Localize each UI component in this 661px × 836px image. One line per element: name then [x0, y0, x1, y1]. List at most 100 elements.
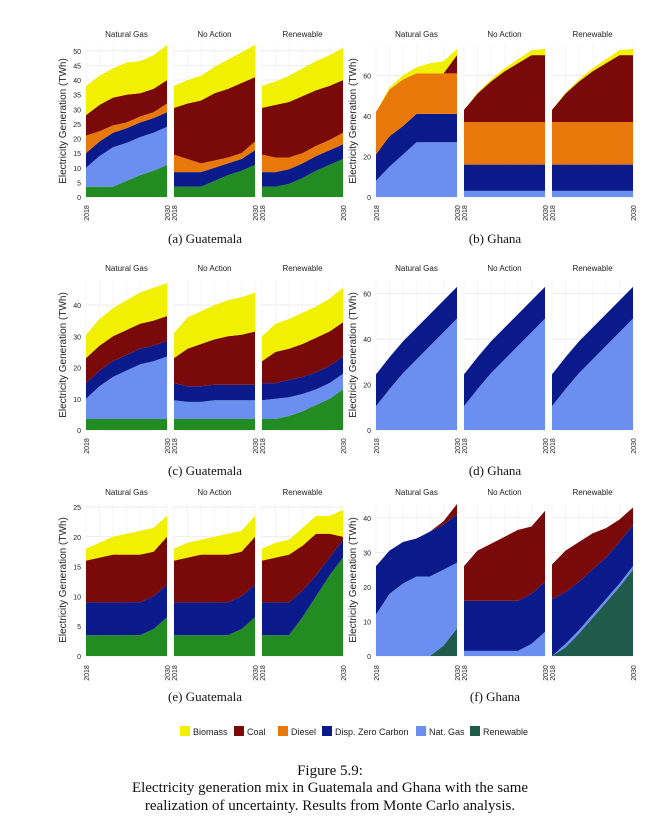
x-tick-label: 2018 — [172, 438, 179, 454]
subfigure-caption: (f) Ghana — [470, 689, 520, 704]
legend-swatch — [470, 726, 480, 736]
facet-title: No Action — [487, 488, 521, 497]
area-nat-gas — [376, 142, 457, 197]
area-disp-zero-carbon — [174, 584, 255, 636]
facet-no-action: No Action 2018 2030 — [172, 264, 260, 454]
area-nat-gas — [262, 373, 343, 420]
area-disp-zero-carbon — [552, 286, 633, 407]
facet-no-action: No Action 2018 2030 — [172, 30, 260, 221]
area-nat-gas — [376, 562, 457, 656]
legend-swatch — [234, 726, 244, 736]
x-tick-label: 2018 — [172, 205, 179, 221]
facet-no-action: No Action 2018 2030 — [462, 264, 550, 454]
facet-no-action: No Action 2018 2030 — [462, 30, 550, 221]
y-tick-label: 0 — [367, 195, 371, 202]
x-tick-label: 2030 — [455, 205, 462, 221]
area-diesel — [174, 141, 255, 173]
area-biomass — [86, 515, 167, 561]
facet-title: Renewable — [282, 264, 323, 273]
x-tick-label: 2030 — [455, 665, 462, 681]
x-tick-label: 2018 — [260, 205, 267, 221]
area-renewable — [86, 164, 167, 197]
x-tick-label: 2018 — [84, 438, 91, 454]
y-tick-label: 0 — [367, 428, 371, 435]
facet-title: Natural Gas — [105, 30, 148, 39]
facet-title: Natural Gas — [105, 264, 148, 273]
facet-natural-gas: Natural Gas 2018 2030 — [374, 488, 462, 681]
legend-label: Disp. Zero Carbon — [335, 727, 409, 737]
area-diesel — [262, 132, 343, 173]
chart-panel-6: Electricity Generation (TWh)010203040Nat… — [348, 488, 638, 704]
facet-no-action: No Action 2018 2030 — [172, 488, 260, 681]
x-tick-label: 2030 — [631, 205, 638, 221]
x-tick-label: 2018 — [550, 438, 557, 454]
area-coal — [174, 536, 255, 603]
y-tick-label: 20 — [73, 137, 81, 144]
facet-title: No Action — [487, 264, 521, 273]
chart-panel-2: Electricity Generation (TWh)0204060Natur… — [348, 30, 638, 246]
facet-title: Natural Gas — [395, 264, 438, 273]
area-coal — [174, 77, 255, 164]
area-biomass — [262, 287, 343, 362]
area-coal — [174, 331, 255, 387]
area-disp-zero-carbon — [464, 286, 545, 407]
x-tick-label: 2030 — [341, 438, 348, 454]
x-tick-label: 2018 — [462, 438, 469, 454]
area-renewable — [86, 419, 167, 430]
y-tick-label: 60 — [363, 292, 371, 299]
facet-title: Renewable — [282, 30, 323, 39]
area-disp-zero-carbon — [552, 164, 633, 191]
y-tick-label: 40 — [363, 337, 371, 344]
area-nat-gas — [552, 190, 633, 197]
x-tick-label: 2030 — [253, 438, 260, 454]
facet-title: No Action — [197, 30, 231, 39]
area-disp-zero-carbon — [376, 286, 457, 407]
facet-natural-gas: Natural Gas 2018 2030 — [374, 30, 462, 221]
area-coal — [86, 315, 167, 384]
legend-swatch — [278, 726, 288, 736]
facet-title: Renewable — [572, 264, 613, 273]
area-renewable — [262, 557, 343, 656]
area-renewable — [174, 164, 255, 197]
area-biomass — [464, 49, 545, 110]
chart-panel-5: Electricity Generation (TWh)0510152025Na… — [58, 488, 348, 704]
facet-title: No Action — [487, 30, 521, 39]
x-tick-label: 2018 — [172, 665, 179, 681]
y-tick-label: 20 — [73, 366, 81, 373]
y-axis-label: Electricity Generation (TWh) — [348, 58, 359, 184]
legend-swatch — [322, 726, 332, 736]
area-coal — [262, 80, 343, 158]
x-tick-label: 2018 — [84, 665, 91, 681]
facet-title: Renewable — [282, 488, 323, 497]
y-tick-label: 10 — [73, 397, 81, 404]
y-tick-label: 0 — [77, 654, 81, 661]
facet-title: Renewable — [572, 488, 613, 497]
area-renewable — [174, 419, 255, 430]
x-tick-label: 2018 — [374, 665, 381, 681]
facet-renewable: Renewable 2018 2030 — [260, 488, 348, 681]
x-tick-label: 2030 — [165, 665, 172, 681]
area-biomass — [86, 45, 167, 116]
x-tick-label: 2030 — [543, 205, 550, 221]
facet-natural-gas: Natural Gas 2018 2030 — [374, 264, 462, 454]
x-tick-label: 2030 — [253, 665, 260, 681]
x-tick-label: 2030 — [543, 438, 550, 454]
y-tick-label: 20 — [363, 585, 371, 592]
figure-number: Figure 5.9: — [297, 763, 363, 779]
area-disp-zero-carbon — [464, 164, 545, 191]
x-tick-label: 2030 — [543, 665, 550, 681]
area-coal — [464, 510, 545, 601]
area-nat-gas — [376, 318, 457, 430]
x-tick-label: 2030 — [631, 438, 638, 454]
facet-no-action: No Action 2018 2030 — [462, 488, 550, 681]
area-diesel — [464, 122, 545, 165]
y-tick-label: 35 — [73, 93, 81, 100]
area-disp-zero-carbon — [262, 144, 343, 187]
x-tick-label: 2030 — [165, 205, 172, 221]
y-tick-label: 40 — [73, 303, 81, 310]
y-axis-label: Electricity Generation (TWh) — [58, 292, 69, 418]
subfigure-caption: (a) Guatemala — [168, 231, 242, 246]
y-tick-label: 0 — [367, 654, 371, 661]
area-coal — [86, 536, 167, 603]
